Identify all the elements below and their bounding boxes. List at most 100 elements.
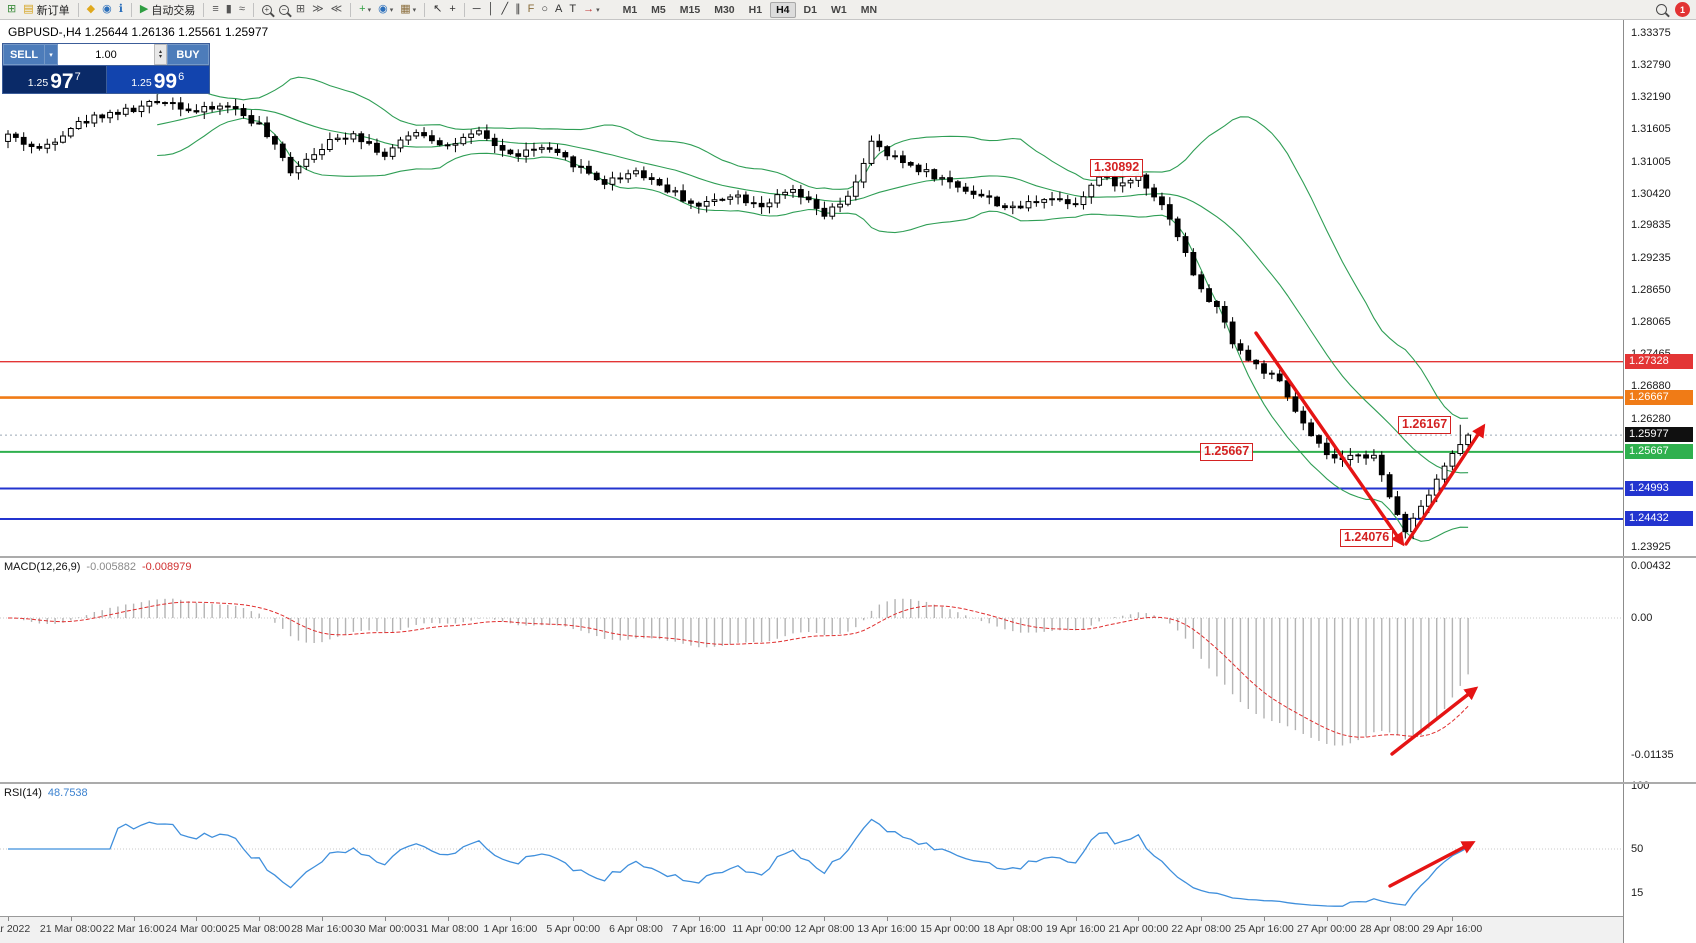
time-tick <box>1012 917 1014 921</box>
fibonacci-icon[interactable]: F <box>527 3 535 15</box>
time-tick <box>1138 917 1140 921</box>
data-window-icon[interactable]: ℹ <box>118 3 123 15</box>
ellipse-icon[interactable]: ○ <box>541 3 548 15</box>
timeframe-d1[interactable]: D1 <box>803 3 817 16</box>
price-label-1.26167[interactable]: 1.26167 <box>1398 415 1452 434</box>
price-label-1.30892[interactable]: 1.30892 <box>1090 158 1144 177</box>
time-tick <box>8 917 9 921</box>
periods-icon[interactable]: ◉ ▾ <box>378 3 394 15</box>
rsi-axis-tick: 50 <box>1631 843 1644 855</box>
trend-arrow-up[interactable] <box>1404 423 1486 546</box>
trend-arrow-down[interactable] <box>1254 331 1405 547</box>
time-tick <box>196 917 198 921</box>
time-tick <box>133 917 135 921</box>
time-label: 21 Mar 08:00 <box>39 923 102 935</box>
hline-icon[interactable]: ─ <box>472 3 481 15</box>
auto-scroll-icon[interactable]: ≫ <box>312 3 324 15</box>
buy-price[interactable]: 1.25 99 6 <box>105 66 209 93</box>
price-chart-canvas[interactable] <box>0 0 1623 556</box>
buy-button[interactable]: BUY <box>167 44 209 65</box>
sell-price[interactable]: 1.25 97 7 <box>3 66 106 93</box>
market-watch-icon[interactable]: ◉ <box>102 3 112 15</box>
time-label: 27 Apr 00:00 <box>1297 923 1357 935</box>
toolbar-separator <box>252 2 254 17</box>
cursor-icon[interactable]: ↖ <box>433 3 443 15</box>
zoom-out-icon[interactable]: − <box>276 1 292 18</box>
text-icon[interactable]: A <box>554 3 563 15</box>
rsi-trend-arrow[interactable] <box>1388 841 1476 888</box>
panel-separator-macd[interactable] <box>0 556 1696 558</box>
toolbar-separator <box>77 2 79 17</box>
sell-price-prefix: 1.25 <box>27 77 49 89</box>
price-badge-1.24993: 1.24993 <box>1625 480 1693 496</box>
macd-signal-line <box>7 601 1469 738</box>
new-order-button[interactable]: ▤ 新订单 <box>23 3 70 17</box>
macd-panel-canvas[interactable] <box>0 558 1623 782</box>
candle-chart-icon[interactable]: ▮ <box>225 3 232 15</box>
arrow-tool-icon[interactable]: → ▾ <box>583 3 600 15</box>
timeframe-toolbar: M1 M5 M15 M30 H1 H4 D1 W1 MN <box>617 1 883 18</box>
time-label: 31 Mar 08:00 <box>416 923 479 935</box>
toolbar: ⊞ ▤ 新订单 ◆ ◉ ℹ ▶ 自动交易 ≡ ▮ ≈ + − ⊞ ≫ ≪ + ▾ ◉ ▾ ▦ ▾ ↖ + ─ │ ╱ ∥ F ○ A T → ▾ … <box>0 0 1696 20</box>
time-tick <box>70 917 72 921</box>
sell-button[interactable]: SELL <box>3 44 45 65</box>
price-axis[interactable]: 1.33375 1.32790 1.32190 1.31605 1.31005 1.304… <box>1623 20 1696 943</box>
zoom-in-icon[interactable]: + <box>259 1 275 18</box>
time-label: 24 Mar 00:00 <box>165 923 228 935</box>
timeframe-h1[interactable]: H1 <box>748 3 763 16</box>
toolbar-separator <box>463 2 465 17</box>
price-tick: 1.28065 <box>1631 315 1671 328</box>
timeframe-m5[interactable]: M5 <box>651 3 666 16</box>
auto-trading-button[interactable]: ▶ 自动交易 <box>139 3 196 17</box>
price-label-1.25667[interactable]: 1.25667 <box>1200 442 1254 461</box>
price-label-1.24076[interactable]: 1.24076 <box>1340 529 1394 548</box>
timeframe-m15[interactable]: M15 <box>679 3 701 16</box>
volume-stepper[interactable]: ▴ ▾ <box>154 44 167 65</box>
trendline-icon[interactable]: ╱ <box>501 3 509 15</box>
bollinger-middle-band <box>157 108 1469 474</box>
macd-trend-arrow[interactable] <box>1390 686 1479 756</box>
timeframe-mn[interactable]: MN <box>860 3 878 16</box>
macd-main-value: -0.005882 <box>86 561 136 573</box>
time-tick <box>447 917 449 921</box>
macd-signal-value: -0.008979 <box>141 561 192 573</box>
caret-up-icon[interactable]: ▴ <box>158 48 162 55</box>
time-label: 12 Apr 08:00 <box>794 923 855 935</box>
crosshair-icon[interactable]: + <box>449 3 456 15</box>
sell-price-sup: 7 <box>74 71 81 83</box>
notification-badge[interactable]: 1 <box>1675 2 1690 17</box>
timeframe-h4[interactable]: H4 <box>770 1 796 18</box>
panel-separator-rsi[interactable] <box>0 782 1696 784</box>
order-type-caret-icon[interactable]: ▾ <box>45 44 58 65</box>
time-label: 22 Apr 08:00 <box>1171 923 1231 935</box>
time-label: 28 Mar 16:00 <box>291 923 353 935</box>
profiles-icon[interactable]: ◆ <box>86 3 96 15</box>
channel-icon[interactable]: ∥ <box>515 3 521 15</box>
time-tick <box>510 917 512 921</box>
indicators-icon[interactable]: + ▾ <box>359 3 372 15</box>
time-label: 11 Apr 00:00 <box>732 923 791 935</box>
new-chart-icon[interactable]: ⊞ <box>7 3 17 15</box>
toolbar-buttons: ⊞ ▤ 新订单 ◆ ◉ ℹ ▶ 自动交易 ≡ ▮ ≈ + − ⊞ ≫ ≪ + ▾ ◉ ▾ ▦ ▾ ↖ + ─ │ ╱ ∥ F ○ A T → ▾ <box>4 1 603 18</box>
time-label: 21 Apr 00:00 <box>1108 923 1169 935</box>
caret-down-icon[interactable]: ▾ <box>158 53 162 60</box>
toolbar-right: 1 <box>1656 2 1692 17</box>
timeframe-w1[interactable]: W1 <box>830 3 847 16</box>
bar-chart-icon[interactable]: ≡ <box>212 3 219 15</box>
time-label: 18 Apr 08:00 <box>983 923 1043 935</box>
search-icon[interactable] <box>1656 4 1667 15</box>
time-tick <box>1201 917 1203 921</box>
templates-icon[interactable]: ▦ ▾ <box>400 3 417 15</box>
rsi-panel-canvas[interactable] <box>0 784 1623 916</box>
volume-input[interactable] <box>58 44 154 65</box>
timeframe-m1[interactable]: M1 <box>622 3 638 16</box>
price-tick: 1.32190 <box>1631 91 1671 104</box>
chart-shift-icon[interactable]: ≪ <box>330 3 343 15</box>
price-badge-1.24432: 1.24432 <box>1625 511 1693 527</box>
timeframe-m30[interactable]: M30 <box>714 3 735 16</box>
line-chart-icon[interactable]: ≈ <box>238 3 245 15</box>
label-icon[interactable]: T <box>569 3 577 15</box>
vline-icon[interactable]: │ <box>487 3 495 15</box>
tile-windows-icon[interactable]: ⊞ <box>295 3 306 15</box>
